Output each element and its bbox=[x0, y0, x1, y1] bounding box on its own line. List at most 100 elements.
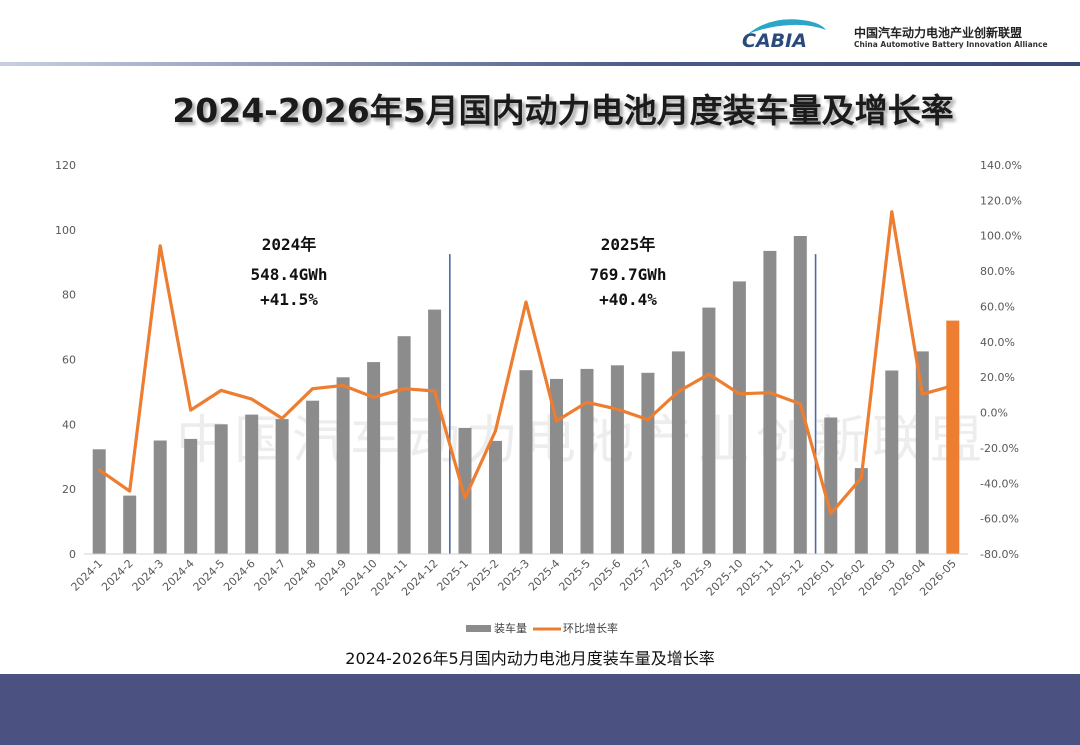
bar bbox=[336, 377, 350, 554]
growth-rate-point bbox=[677, 390, 680, 393]
annotation-line: 2025年 bbox=[601, 235, 656, 254]
growth-rate-point bbox=[189, 408, 192, 412]
growth-rate-point bbox=[738, 392, 741, 395]
growth-rate-point bbox=[524, 300, 528, 304]
bar bbox=[275, 419, 289, 554]
bar bbox=[306, 400, 320, 554]
y-right-tick-label: -60.0% bbox=[980, 513, 1019, 526]
legend-label-line: 环比增长率 bbox=[563, 621, 618, 635]
bar bbox=[458, 427, 472, 554]
bar bbox=[489, 440, 502, 554]
y-left-tick-label: 120 bbox=[55, 159, 76, 172]
line-layer bbox=[98, 210, 954, 516]
x-tick-label: 2025-8 bbox=[648, 557, 685, 594]
growth-rate-point bbox=[585, 401, 589, 404]
bar bbox=[153, 440, 167, 554]
bar bbox=[793, 236, 807, 554]
annotation-line: 769.7GWh bbox=[589, 265, 666, 284]
y-right-tick-label: 40.0% bbox=[980, 336, 1015, 349]
y-left-tick-label: 100 bbox=[55, 224, 76, 237]
y-left-tick-label: 80 bbox=[62, 289, 76, 302]
x-tick-label: 2024-6 bbox=[221, 557, 258, 594]
page-title: 2024-2026年5月国内动力电池月度装车量及增长率 bbox=[172, 91, 954, 130]
x-tick-label: 2025-2 bbox=[465, 557, 502, 594]
y-right-tick-label: 120.0% bbox=[980, 194, 1022, 207]
annotation-line: +40.4% bbox=[599, 290, 657, 309]
growth-rate-point bbox=[494, 429, 497, 432]
bar bbox=[702, 307, 716, 554]
bar bbox=[245, 414, 259, 554]
growth-rate-point bbox=[402, 387, 406, 390]
growth-rate-point bbox=[341, 384, 345, 387]
bar bbox=[610, 365, 624, 554]
bar bbox=[428, 309, 442, 554]
x-tick-label: 2024-3 bbox=[130, 557, 167, 594]
growth-rate-point bbox=[220, 389, 223, 392]
y-right-tick-label: 20.0% bbox=[980, 371, 1015, 384]
bar bbox=[214, 424, 228, 554]
growth-rate-point bbox=[555, 419, 558, 423]
growth-rate-point bbox=[860, 476, 863, 480]
bar bbox=[671, 351, 685, 554]
bar bbox=[824, 417, 838, 554]
y-right-tick-label: 100.0% bbox=[980, 230, 1022, 243]
header-bar: CABIA 中国汽车动力电池产业创新联盟 China Automotive Ba… bbox=[0, 0, 1080, 64]
y-left-tick-label: 40 bbox=[62, 418, 76, 431]
bar bbox=[123, 495, 137, 554]
legend-swatch-bars bbox=[466, 625, 491, 632]
y-right-tick-label: -40.0% bbox=[980, 477, 1019, 490]
growth-rate-point bbox=[463, 496, 467, 500]
x-tick-label: 2025-4 bbox=[526, 557, 563, 594]
y-left-tick-label: 0 bbox=[69, 548, 76, 561]
x-tick-label: 2024-5 bbox=[191, 557, 228, 594]
y-right-tick-label: 60.0% bbox=[980, 301, 1015, 314]
y-left-tick-label: 20 bbox=[62, 483, 76, 496]
bar bbox=[367, 362, 381, 554]
bars-layer bbox=[92, 236, 960, 554]
legend: 装车量 环比增长率 bbox=[466, 621, 618, 635]
growth-rate-point bbox=[128, 489, 131, 493]
bar bbox=[641, 372, 655, 554]
annotation-line: 548.4GWh bbox=[250, 265, 327, 284]
bar bbox=[184, 438, 198, 554]
x-tick-label: 2025-7 bbox=[617, 557, 654, 594]
bar bbox=[550, 378, 563, 554]
cabia-logo: CABIA bbox=[742, 19, 826, 52]
growth-rate-point bbox=[250, 397, 253, 401]
dividers-layer bbox=[448, 254, 817, 554]
combo-chart: 中国汽车动力电池产业创新联盟 020406080100120-80.0%-60.… bbox=[55, 159, 1022, 635]
footer-band bbox=[0, 674, 1080, 745]
axes-layer: 0 20 40 60 80 100 120 -80.0% -60.0% -40.0% -20.0% 0… bbox=[55, 159, 1022, 599]
y-right-tick-label: -20.0% bbox=[980, 442, 1019, 455]
y-right-tick-label: -80.0% bbox=[980, 548, 1019, 561]
bar bbox=[885, 370, 899, 554]
growth-rate-point bbox=[707, 373, 711, 376]
x-tick-label: 2024-2 bbox=[99, 557, 136, 594]
x-tick-label: 2025-5 bbox=[556, 557, 593, 594]
growth-rate-point bbox=[311, 387, 314, 390]
growth-rate-point bbox=[646, 418, 650, 421]
bar bbox=[946, 320, 960, 554]
growth-rate-point bbox=[280, 417, 284, 420]
bar bbox=[580, 368, 594, 554]
annotation-line: +41.5% bbox=[260, 290, 318, 309]
growth-rate-point bbox=[433, 389, 436, 393]
growth-rate-point bbox=[616, 408, 619, 411]
annotations-layer: 2024年 548.4GWh +41.5% 2025年 769.7GWh +40.4% bbox=[250, 235, 666, 309]
bar bbox=[763, 250, 777, 554]
y-right-tick-label: 80.0% bbox=[980, 265, 1015, 278]
bar bbox=[92, 449, 106, 554]
growth-rate-point bbox=[98, 468, 101, 471]
growth-rate-point bbox=[768, 391, 772, 394]
x-tick-label: 2024-7 bbox=[251, 557, 288, 594]
bar bbox=[915, 351, 929, 554]
bar bbox=[854, 468, 868, 554]
growth-rate-point bbox=[829, 512, 832, 515]
x-tick-label: 2025-6 bbox=[587, 557, 624, 594]
header-rule bbox=[0, 62, 1080, 66]
bar bbox=[519, 370, 533, 554]
x-tick-label: 2024-1 bbox=[69, 557, 106, 594]
legend-label-bars: 装车量 bbox=[494, 621, 527, 635]
growth-rate-point bbox=[159, 244, 162, 247]
y-left-tick-label: 60 bbox=[62, 354, 76, 367]
